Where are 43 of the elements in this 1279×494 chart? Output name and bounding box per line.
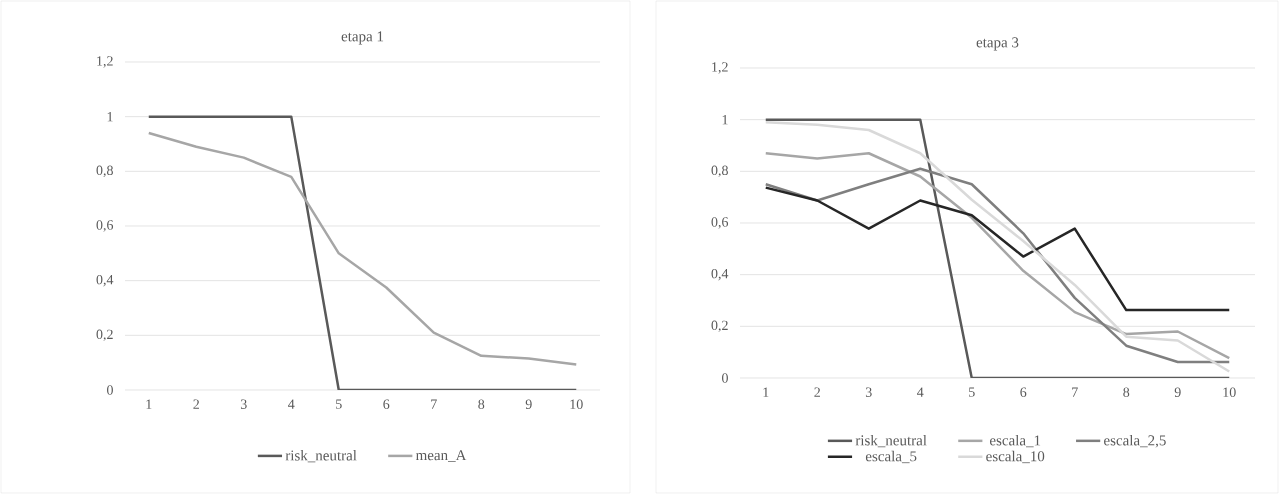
x-tick-label: 8 [1123, 387, 1130, 397]
legend-label: escala_1 [989, 434, 1041, 448]
x-tick-label: 9 [1174, 387, 1181, 397]
x-tick-label: 7 [431, 399, 437, 409]
x-tick-label: 10 [570, 399, 583, 409]
x-tick-label: 3 [240, 399, 247, 409]
y-tick-label: 1,2 [712, 62, 728, 74]
x-tick-label: 4 [917, 387, 924, 397]
x-tick-label: 2 [193, 399, 199, 409]
x-tick-label: 9 [525, 399, 532, 409]
y-tick-label: 0,8 [711, 165, 728, 178]
y-tick-label: 0,6 [96, 220, 114, 232]
y-tick-label: 0,6 [711, 217, 729, 229]
legend-label: risk_neutral [285, 449, 357, 463]
x-tick-label: 4 [288, 399, 295, 409]
x-tick-label: 1 [763, 387, 769, 397]
x-tick-label: 5 [336, 399, 342, 409]
x-tick-label: 7 [1072, 387, 1078, 397]
legend-label: escala_5 [865, 450, 917, 464]
y-tick-label: 0,4 [711, 268, 729, 281]
y-tick-label: 0 [722, 373, 728, 383]
x-tick-label: 6 [1020, 387, 1027, 397]
chart-title: etapa 3 [976, 37, 1019, 51]
x-tick-label: 8 [478, 399, 485, 409]
x-tick-label: 10 [1223, 387, 1236, 397]
legend-label: risk_neutral [855, 434, 927, 448]
x-tick-label: 3 [865, 387, 872, 397]
x-tick-label: 2 [814, 387, 820, 397]
x-tick-label: 5 [969, 387, 975, 397]
y-tick-label: 0,4 [96, 274, 114, 287]
y-tick-label: 0,2 [96, 329, 113, 342]
x-tick-label: 6 [383, 399, 390, 409]
legend-label: escala_2,5 [1104, 434, 1166, 448]
x-tick-label: 1 [146, 399, 152, 409]
y-tick-label: 0,2 [711, 320, 728, 333]
legend-label: escala_10 [986, 450, 1045, 464]
y-tick-label: 1 [107, 112, 113, 122]
legend-label: mean_A [415, 450, 467, 463]
y-tick-label: 1,2 [97, 56, 113, 68]
y-tick-label: 0,8 [96, 165, 113, 178]
y-tick-label: 0 [107, 385, 113, 395]
y-tick-label: 1 [722, 115, 728, 125]
chart-title: etapa 1 [341, 31, 384, 45]
